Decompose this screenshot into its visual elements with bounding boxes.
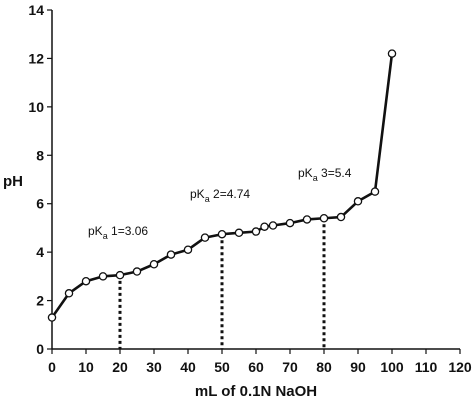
data-point [166,250,176,259]
x-tick-label: 0 [48,359,56,375]
pka-annotation: pKa 3=5.4 [298,166,352,183]
y-tick-label: 0 [36,341,44,357]
y-tick-label: 6 [36,196,44,212]
data-point [200,233,210,242]
y-tick-label: 14 [28,2,44,18]
axis-titles: mL of 0.1N NaOH pH [3,173,317,400]
y-tick-label: 4 [36,244,44,260]
data-point [268,221,278,230]
data-point [149,259,159,269]
chart-axes: 0 10 20 30 40 50 60 70 80 90 100 110 120 0 2 4 6 8 10 12 14 [28,2,471,375]
data-point [336,212,346,222]
pka-droplines [118,218,326,349]
x-tick-label: 40 [180,359,196,375]
x-tick-label: 20 [112,359,128,375]
data-point [370,187,380,196]
x-tick-label: 110 [415,359,438,375]
data-point [353,197,363,206]
pka-annotation: pKa 1=3.06 [88,224,148,241]
x-tick-label: 100 [380,359,404,375]
y-tick-label: 2 [36,293,44,309]
data-point [132,267,142,276]
data-point [251,227,261,236]
data-point [234,228,244,238]
data-point [302,215,312,224]
data-point [387,49,397,58]
chart-series [47,49,397,322]
y-tick-label: 10 [28,99,44,115]
pka-annotation: pKa 2=4.74 [190,187,250,204]
data-point [285,218,295,228]
data-point [47,313,57,322]
data-point [183,245,193,254]
x-tick-label: 80 [316,359,332,375]
data-point [64,289,74,298]
x-tick-label: 70 [282,359,298,375]
x-tick-label: 120 [448,359,472,375]
data-point [115,270,125,280]
data-point [98,272,108,281]
series-line [50,53,394,319]
data-point [319,213,329,223]
y-tick-label: 8 [36,147,44,163]
data-point [217,229,227,239]
x-axis-title: mL of 0.1N NaOH [195,383,317,400]
data-point [260,222,269,231]
x-tick-label: 50 [214,359,230,375]
y-tick-label: 12 [28,50,44,66]
pka-annotations: pKa 1=3.06 pKa 2=4.74 pKa 3=5.4 [88,166,352,241]
x-tick-label: 10 [78,359,94,375]
x-tick-label: 90 [350,359,366,375]
y-axis-title: pH [3,173,23,190]
x-tick-label: 30 [146,359,162,375]
data-point [81,276,91,286]
x-tick-label: 60 [248,359,264,375]
